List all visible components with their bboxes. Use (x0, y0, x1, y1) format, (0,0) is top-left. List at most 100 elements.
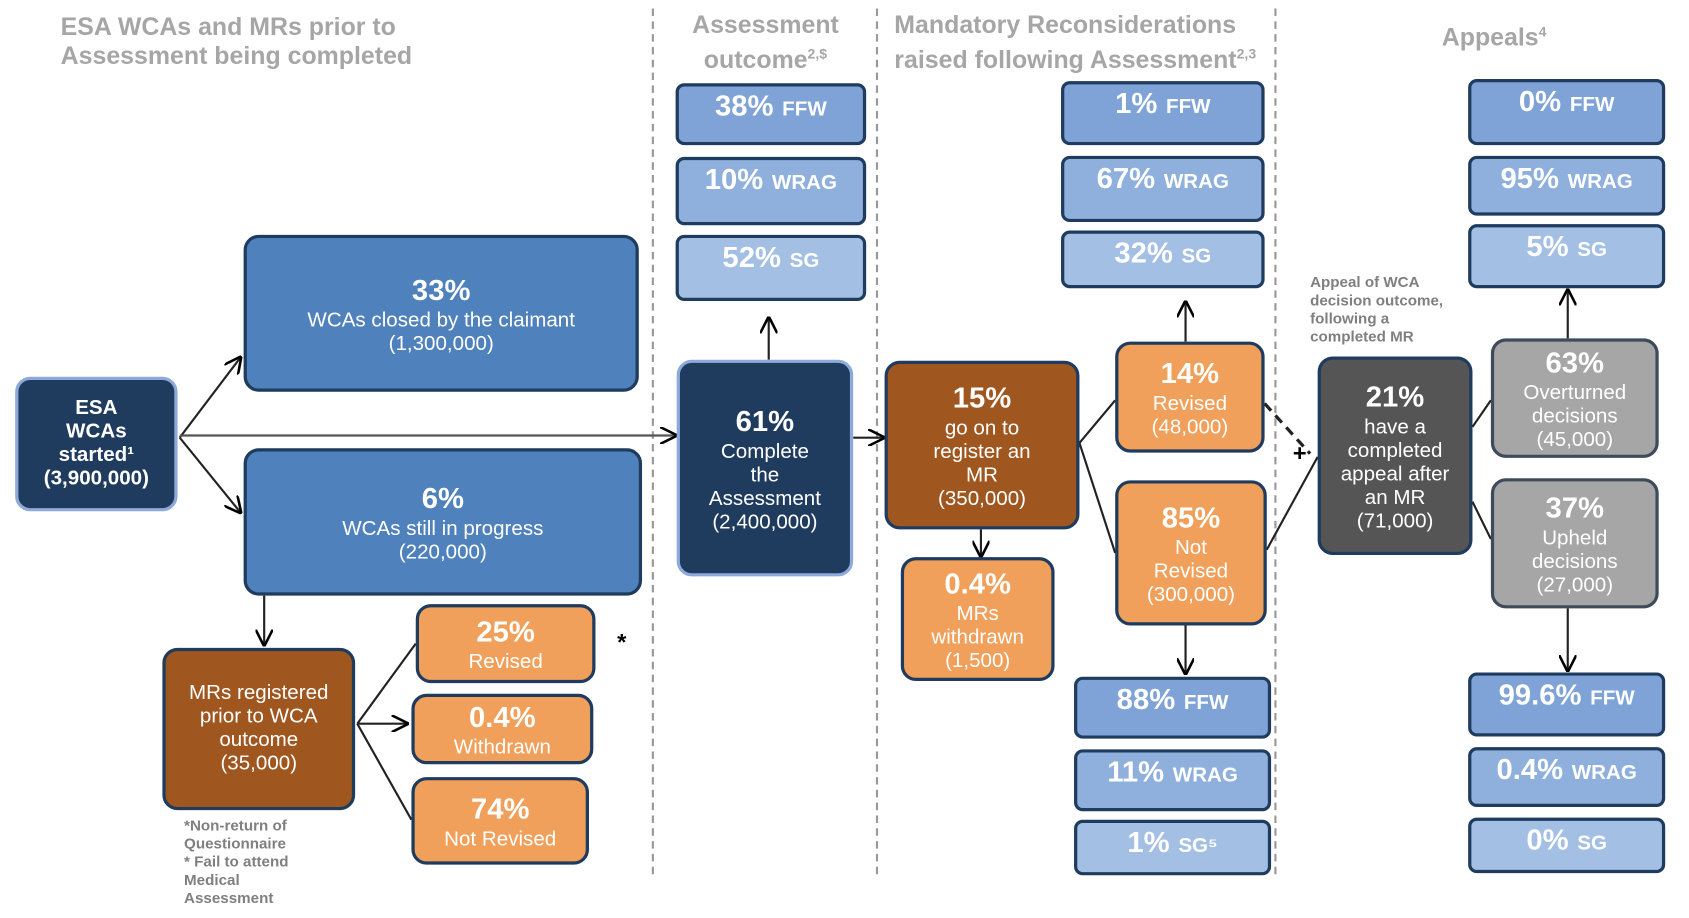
node-text: WCAs closed by the claimant (307, 309, 575, 332)
footnote-line: *Non-return of (184, 816, 287, 834)
node-text: (350,000) (937, 487, 1027, 511)
outcome-percent: 1% (1115, 87, 1158, 120)
node-text: WCAs still in progress (342, 517, 544, 541)
header-title: Assessment outcome (692, 10, 839, 74)
node-text: WCAs (66, 420, 127, 443)
flow-node: 74% Not Revised (411, 777, 589, 865)
flow-node: 61% Complete the Assessment (2,400,000) (676, 359, 854, 577)
flow-node: 0.4% Withdrawn (411, 693, 594, 765)
footnote-line: Assessment (184, 889, 274, 907)
outcome-box: 0% SG (1468, 817, 1666, 874)
node-text: MR (966, 464, 999, 487)
outcome-label: FFW (1183, 691, 1229, 715)
appeal-label-line: following a (1310, 309, 1390, 327)
outcome-percent: 0.4% (1496, 753, 1564, 786)
node-text: Revised (468, 651, 543, 674)
node-text: Overturned (1523, 382, 1627, 405)
node-text: Not Revised (444, 828, 557, 851)
outcome-label: WRAG (1571, 762, 1637, 785)
node-text: the (750, 463, 780, 487)
outcome-percent: 0% (1526, 824, 1569, 857)
appeal-label: Appeal of WCA decision outcome, following … (1310, 273, 1483, 346)
outcome-percent: 67% (1096, 162, 1156, 195)
outcome-box: 38% FFW (675, 83, 867, 146)
flow-node: MRs registered prior to WCA outcome (35,000… (162, 647, 356, 811)
node-text: (71,000) (1356, 510, 1434, 533)
header-title: Mandatory Reconsiderations raised follow… (894, 10, 1237, 74)
outcome-box: 95% WRAG (1468, 155, 1666, 216)
outcome-label: WRAG (1567, 170, 1633, 194)
outcome-percent: 88% (1116, 683, 1176, 716)
outcome-percent: 95% (1500, 162, 1560, 195)
node-percent: 61% (735, 405, 795, 438)
node-percent: 25% (476, 615, 535, 648)
outcome-percent: 1% (1127, 826, 1170, 859)
flow-node: 15% go on to register an MR (350,000) (884, 360, 1080, 530)
flow-node: 25% Revised (415, 604, 596, 684)
outcome-label: SG (1577, 239, 1607, 262)
node-text: outcome (219, 729, 299, 752)
node-text: an MR (1364, 486, 1426, 510)
node-text: (220,000) (398, 541, 487, 564)
node-text: MRs (956, 603, 999, 626)
outcome-percent: 11% (1107, 755, 1165, 788)
node-text: (35,000) (220, 752, 298, 775)
outcome-box: 5% SG (1468, 224, 1666, 289)
outcome-box: 10% WRAG (675, 156, 867, 226)
outcome-box: 1% FFW (1061, 81, 1265, 146)
outcome-percent: 10% (704, 163, 764, 196)
outcome-label: SG (1181, 245, 1212, 268)
node-text: decisions (1531, 550, 1618, 574)
node-text: MRs registered (189, 682, 329, 705)
outcome-label: WRAG (1172, 764, 1238, 787)
outcome-box: 32% SG (1061, 230, 1265, 289)
header-superscript: 2,3 (1236, 45, 1257, 62)
node-text: Revised (1153, 560, 1229, 583)
footnote-line: Medical (184, 870, 240, 889)
node-percent: 14% (1160, 357, 1220, 390)
footnote-line: * Fail to attend (184, 852, 289, 870)
node-percent: 63% (1545, 346, 1605, 379)
node-percent: 37% (1545, 492, 1605, 525)
node-text: Withdrawn (453, 736, 551, 759)
header-title: Appeals (1441, 23, 1539, 51)
outcome-percent: 5% (1526, 230, 1569, 263)
node-text: completed (1347, 439, 1443, 463)
node-text: register an (933, 440, 1031, 464)
outcome-percent: 52% (722, 241, 781, 274)
outcome-box: 0% FFW (1468, 78, 1666, 146)
node-text: prior to WCA (199, 705, 318, 728)
outcome-label: SG (1577, 832, 1607, 855)
header: Appeals4 (1408, 17, 1581, 52)
node-text: (1,300,000) (388, 332, 494, 355)
appeal-label-line: decision outcome, (1310, 291, 1444, 309)
flow-node: 14% Revised (48,000) (1115, 341, 1265, 453)
header-title: ESA WCAs and MRs prior to Assessment bei… (60, 12, 413, 70)
node-text: (300,000) (1146, 583, 1236, 607)
outcome-percent: 38% (715, 89, 774, 122)
arrows (178, 290, 1568, 821)
node-percent: 33% (411, 273, 471, 306)
outcome-box: 52% SG (675, 234, 867, 302)
node-text: go on to (944, 417, 1020, 440)
outcome-percent: 99.6% (1498, 678, 1582, 711)
outcome-box: 67% WRAG (1061, 155, 1265, 223)
node-text: (1,500) (945, 650, 1011, 673)
outcome-box: 0.4% WRAG (1468, 747, 1666, 807)
outcome-box: 11% WRAG (1074, 749, 1272, 812)
node-text: Complete (720, 440, 809, 463)
flow-node: ESA WCAs started¹ (3,900,000) (15, 376, 178, 512)
node-percent: 0.4% (944, 567, 1011, 600)
outcome-percent: 32% (1114, 236, 1173, 269)
outcome-label: WRAG (771, 171, 838, 195)
node-text: appeal after (1340, 463, 1450, 486)
appeal-label-line: Appeal of WCA (1310, 273, 1420, 291)
header: ESA WCAs and MRs prior to Assessment bei… (61, 13, 451, 71)
outcome-label: WRAG (1163, 170, 1229, 194)
node-text: (48,000) (1151, 416, 1229, 439)
outcome-box: 1% SG⁵ (1074, 819, 1272, 876)
node-text: Assessment (708, 487, 821, 510)
